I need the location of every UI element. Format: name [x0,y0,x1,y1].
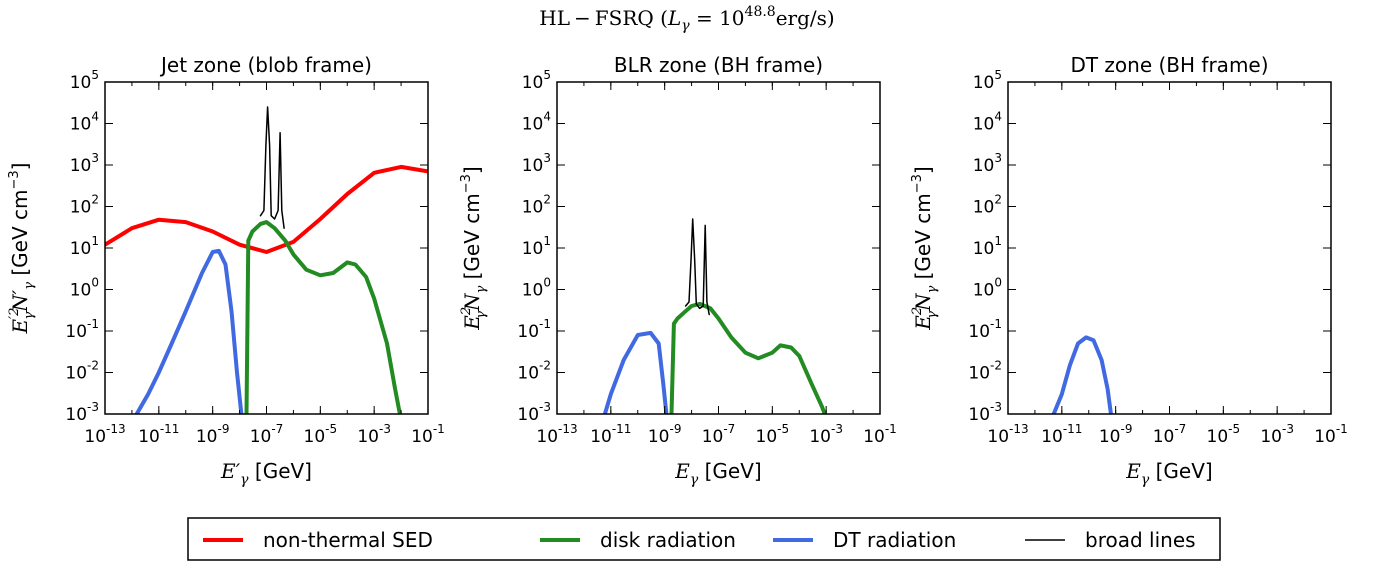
y-tick-label: 102 [70,193,99,218]
x-tick-label: 10-1 [1314,422,1348,447]
y-tick-label: 101 [70,234,99,259]
y-tick-label: 10-3 [517,400,551,425]
x-tick-label: 10-1 [411,422,445,447]
plot-area [602,218,827,414]
y-tick-label: 10-3 [968,400,1002,425]
y-tick-label: 105 [70,68,99,93]
x-tick-label: 10-5 [756,422,790,447]
y-tick-label: 104 [70,110,99,135]
suptitle-exp: 48.8 [745,4,776,20]
y-tick-label: 10-1 [517,317,551,342]
y-tick-label: 105 [973,68,1002,93]
panel-1: 10-13 10-11 10-9 10-7 10-5 10-3 10-1 10-3 10-2 10… [7,53,445,488]
x-tick-label: 10-1 [863,422,897,447]
legend-label: disk radiation [600,528,736,552]
suptitle-unit: erg/s) [776,6,835,30]
axes-frame [1007,81,1332,415]
legend-entry-2: disk radiation [540,528,736,552]
y-tick-label: 100 [522,276,551,301]
y-tick-label: 103 [70,151,99,176]
x-tick-label: 10-9 [648,422,682,447]
series-dt-radiation [134,248,244,414]
legend-entry-3: DT radiation [773,528,956,552]
x-tick-label: 10-11 [1041,422,1082,447]
y-tick-label: 100 [973,276,1002,301]
series-disk-radiation [669,301,827,414]
y-tick-label: 103 [522,151,551,176]
x-tick-label: 10-3 [809,422,843,447]
suptitle-eq: = 10 [690,6,745,30]
y-tick-label: 10-3 [65,400,99,425]
plot-area [105,106,428,414]
x-tick-label: 10-13 [987,422,1028,447]
legend-box [187,517,1221,561]
x-axis-label: E′γ [GeV] [220,459,312,488]
x-tick-label: 10-9 [196,422,230,447]
panel-title: BLR zone (BH frame) [614,53,823,77]
y-tick-label: 101 [522,234,551,259]
series-dt-radiation [602,330,669,414]
legend-label: non-thermal SED [263,528,433,552]
x-axis-label: Eγ [GeV] [674,459,761,488]
y-tick-label: 104 [973,110,1002,135]
y-tick-label: 10-2 [968,359,1002,384]
panel-title: Jet zone (blob frame) [159,53,372,77]
x-tick-label: 10-3 [357,422,391,447]
series-non-thermal-sed [105,164,428,254]
y-tick-label: 102 [522,193,551,218]
x-tick-label: 10-11 [138,422,179,447]
y-tick-label: 100 [70,276,99,301]
y-tick-label: 104 [522,110,551,135]
series-disk-radiation [244,220,402,414]
x-tick-label: 10-9 [1099,422,1133,447]
panel-3: 10-13 10-11 10-9 10-7 10-5 10-3 10-1 10-3 10-2 10… [910,53,1348,488]
y-axis-label: E2γNγ [GeV cm−3] [910,166,940,330]
series-dt-radiation [1051,335,1113,414]
y-tick-label: 101 [973,234,1002,259]
suptitle-gamma: γ [681,18,690,34]
panel-title: DT zone (BH frame) [1070,53,1268,77]
y-tick-label: 102 [973,193,1002,218]
series-broad-lines [684,218,710,316]
panel-2: 10-13 10-11 10-9 10-7 10-5 10-3 10-1 10-3 10-2 10… [459,53,897,488]
y-tick-label: 10-2 [517,359,551,384]
x-tick-label: 10-5 [1207,422,1241,447]
plot-area [1051,335,1113,414]
suptitle-L: L [667,6,681,30]
figure-suptitle: HL − FSRQ (Lγ = 1048.8erg/s) [539,4,834,34]
x-tick-label: 10-5 [304,422,338,447]
y-tick-label: 105 [522,68,551,93]
x-tick-label: 10-13 [84,422,125,447]
x-tick-label: 10-7 [702,422,736,447]
y-tick-label: 103 [973,151,1002,176]
legend: non-thermal SED disk radiation DT radiatio… [187,517,1221,561]
x-tick-label: 10-13 [536,422,577,447]
legend-entry-1: non-thermal SED [203,528,433,552]
suptitle-main: HL − FSRQ ( [539,6,668,30]
y-tick-label: 10-1 [968,317,1002,342]
y-tick-label: 10-1 [65,317,99,342]
y-tick-label: 10-2 [65,359,99,384]
x-tick-label: 10-7 [1153,422,1187,447]
y-axis-label: E′2γN′γ [GeV cm−3] [7,163,37,335]
y-axis-label: E2γNγ [GeV cm−3] [459,166,489,330]
x-tick-label: 10-7 [250,422,284,447]
series-broad-lines [259,106,285,229]
legend-entry-4: broad lines [1025,528,1196,552]
x-tick-label: 10-3 [1260,422,1294,447]
legend-label: DT radiation [833,528,956,552]
x-axis-label: Eγ [GeV] [1125,459,1212,488]
x-tick-label: 10-11 [590,422,631,447]
legend-label: broad lines [1085,528,1196,552]
axes-frame [556,81,881,415]
